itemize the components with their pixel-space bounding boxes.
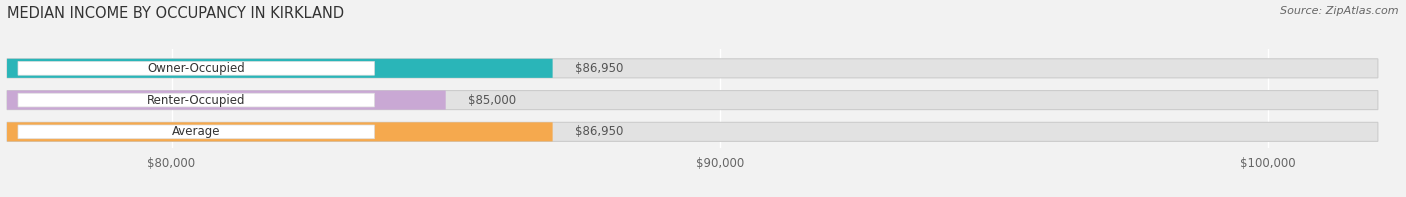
FancyBboxPatch shape xyxy=(7,91,446,110)
FancyBboxPatch shape xyxy=(7,122,553,141)
FancyBboxPatch shape xyxy=(7,59,1378,78)
FancyBboxPatch shape xyxy=(18,125,374,139)
FancyBboxPatch shape xyxy=(7,122,1378,141)
Text: Average: Average xyxy=(172,125,221,138)
FancyBboxPatch shape xyxy=(7,91,1378,110)
FancyBboxPatch shape xyxy=(7,59,553,78)
Text: $86,950: $86,950 xyxy=(575,125,623,138)
Text: $86,950: $86,950 xyxy=(575,62,623,75)
Text: Source: ZipAtlas.com: Source: ZipAtlas.com xyxy=(1281,6,1399,16)
Text: Renter-Occupied: Renter-Occupied xyxy=(148,94,246,107)
FancyBboxPatch shape xyxy=(18,93,374,107)
Text: MEDIAN INCOME BY OCCUPANCY IN KIRKLAND: MEDIAN INCOME BY OCCUPANCY IN KIRKLAND xyxy=(7,6,344,21)
FancyBboxPatch shape xyxy=(18,61,374,75)
Text: $85,000: $85,000 xyxy=(468,94,516,107)
Text: Owner-Occupied: Owner-Occupied xyxy=(148,62,245,75)
